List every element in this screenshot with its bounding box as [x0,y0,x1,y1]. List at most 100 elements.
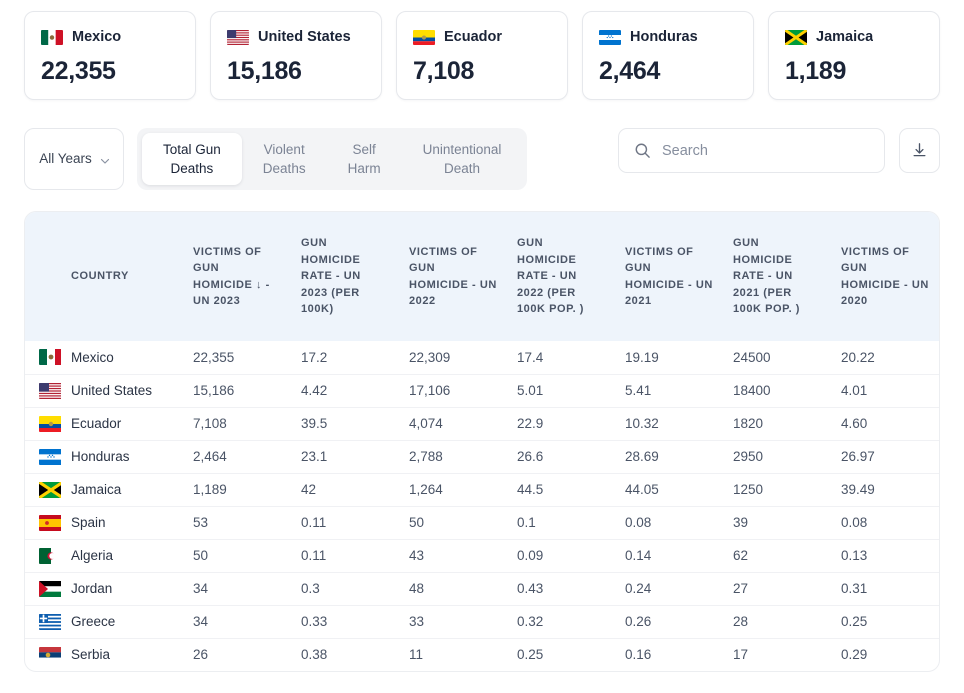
flag-algeria-icon [39,547,61,564]
table-header-metric-7[interactable]: VICTIMS OF GUN HOMICIDE - UN 2020 [831,212,939,341]
table-header-metric-4[interactable]: GUN HOMICIDE RATE - UN 2022 (PER 100K PO… [507,212,615,341]
table-row[interactable]: Jordan 34 0.3 48 0.43 0.24 27 0.31 [25,571,939,605]
tab-unintentional-death[interactable]: Unintentional Death [422,141,502,176]
table-row[interactable]: United States 15,186 4.42 17,106 5.01 5.41 184… [25,373,939,407]
row-value-c3: 2,788 [399,439,507,473]
row-value-c6: 2950 [723,439,831,473]
stat-card-mexico[interactable]: Mexico 22,355 [24,11,196,100]
row-country: Jamaica [61,472,183,506]
stat-card-honduras[interactable]: Honduras 2,464 [582,11,754,100]
flag-jordan-icon [39,580,61,597]
row-value-c6: 24500 [733,349,771,365]
row-country: Ecuador [61,406,183,440]
tab-self-harm[interactable]: Self Harm [347,141,381,176]
row-value-c7: 20.22 [841,349,875,365]
search-box[interactable] [618,128,885,173]
flag-jamaica-icon [785,29,807,45]
row-value-c5: 5.41 [615,373,723,407]
years-filter-label: All Years [39,151,92,167]
row-flag-cell [25,538,61,572]
flag-mexico-icon [39,349,61,366]
row-value-c4: 0.43 [507,571,615,605]
table-header-metric-5[interactable]: VICTIMS OF GUN HOMICIDE - UN 2021 [615,212,723,341]
row-value-c6: 1250 [723,472,831,506]
row-value-c2: 0.38 [291,637,399,671]
table-header-metric-3[interactable]: VICTIMS OF GUN HOMICIDE - UN 2022 [399,212,507,341]
flag-ecuador-icon [413,29,435,45]
row-value-c3: 48 [399,571,507,605]
row-value-c2: 0.3 [291,571,399,605]
row-value-c1: 1,189 [183,472,291,506]
table-row[interactable]: Spain 53 0.11 50 0.1 0.08 39 0.08 [25,505,939,539]
gun-deaths-table: COUNTRY VICTIMS OF GUN HOMICIDE ↓ - UN 20… [25,212,939,671]
row-value-c3: 50 [399,505,507,539]
stat-card-country: United States [258,29,351,45]
row-value-c1: 50 [183,538,291,572]
row-flag-cell [25,439,61,473]
stat-card-value: 22,355 [41,57,116,85]
table-header-metric-1[interactable]: VICTIMS OF GUN HOMICIDE ↓ - UN 2023 [183,212,291,341]
tab-violent-deaths[interactable]: Violent Deaths [262,141,306,176]
table-row[interactable]: Mexico 22,355 17.2 22,309 17.4 19.19 24500 20.2… [25,341,939,374]
stat-card-country: Honduras [630,29,698,45]
row-value-c3: 33 [399,604,507,638]
row-value-c2: 4.42 [291,373,399,407]
row-value-c4: 0.09 [507,538,615,572]
stat-card-header: Jamaica [785,26,923,48]
row-country: Spain [61,505,183,539]
row-value-c1: 34 [183,604,291,638]
download-button[interactable] [899,128,940,173]
stat-card-jamaica[interactable]: Jamaica 1,189 [768,11,940,100]
row-value-c3: 11 [399,637,507,671]
row-country: Serbia [61,637,183,671]
row-country: Jordan [61,571,183,605]
table-header-country[interactable]: COUNTRY [61,212,183,341]
row-value-c4: 0.1 [507,505,615,539]
stat-cards-row: Mexico 22,355 United States 15,186 Ecuador 7,… [24,0,940,100]
row-flag-cell [25,373,61,407]
tab-total-gun-deaths[interactable]: Total Gun Deaths [142,133,242,185]
table-header-metric-2[interactable]: GUN HOMICIDE RATE - UN 2023 (PER 100K) [291,212,399,341]
row-value-c5: 10.32 [615,406,723,440]
row-value-c6: 62 [723,538,831,572]
table-row[interactable]: Greece 34 0.33 33 0.32 0.26 28 0.25 [25,604,939,638]
search-input[interactable] [662,142,869,159]
row-value-c5: 0.08 [615,505,723,539]
row-flag-cell [25,571,61,605]
table-row[interactable]: Honduras 2,464 23.1 2,788 26.6 28.69 2950 26.97 [25,439,939,473]
table-row[interactable]: Ecuador 7,108 39.5 4,074 22.9 10.32 1820 4.60 [25,406,939,440]
row-value-c3: 1,264 [399,472,507,506]
stat-card-value: 15,186 [227,57,302,85]
row-value-c5: 44.05 [615,472,723,506]
row-value-c4: 0.32 [507,604,615,638]
table-row[interactable]: Algeria 50 0.11 43 0.09 0.14 62 0.13 [25,538,939,572]
row-value-c5: 0.24 [615,571,723,605]
row-value-c7: 0.29 [831,637,939,671]
table-row[interactable]: Serbia 26 0.38 11 0.25 0.16 17 0.29 [25,637,939,671]
row-country: Honduras [61,439,183,473]
row-value-c6: 39 [723,505,831,539]
row-value-c4: 26.6 [507,439,615,473]
row-value-c7: 4.01 [831,373,939,407]
row-value-c4: 22.9 [507,406,615,440]
years-filter-dropdown[interactable]: All Years [24,128,124,190]
table-header-metric-6[interactable]: GUN HOMICIDE RATE - UN 2021 (PER 100K PO… [723,212,831,341]
row-value-c3: 22,309 [409,349,451,365]
row-country: Mexico [71,349,114,365]
row-value-c7: 0.13 [831,538,939,572]
row-value-c6: 17 [723,637,831,671]
data-table-container: COUNTRY VICTIMS OF GUN HOMICIDE ↓ - UN 20… [24,211,940,672]
row-value-c5: 0.16 [615,637,723,671]
row-country: Greece [61,604,183,638]
table-row[interactable]: Jamaica 1,189 42 1,264 44.5 44.05 1250 39.49 [25,472,939,506]
stat-card-united-states[interactable]: United States 15,186 [210,11,382,100]
flag-greece-icon [39,613,61,630]
row-value-c6: 28 [723,604,831,638]
stat-card-ecuador[interactable]: Ecuador 7,108 [396,11,568,100]
row-value-c5: 0.14 [615,538,723,572]
row-value-c2: 0.11 [291,505,399,539]
row-value-c2: 42 [291,472,399,506]
row-value-c5: 0.26 [615,604,723,638]
flag-ecuador-icon [39,415,61,432]
